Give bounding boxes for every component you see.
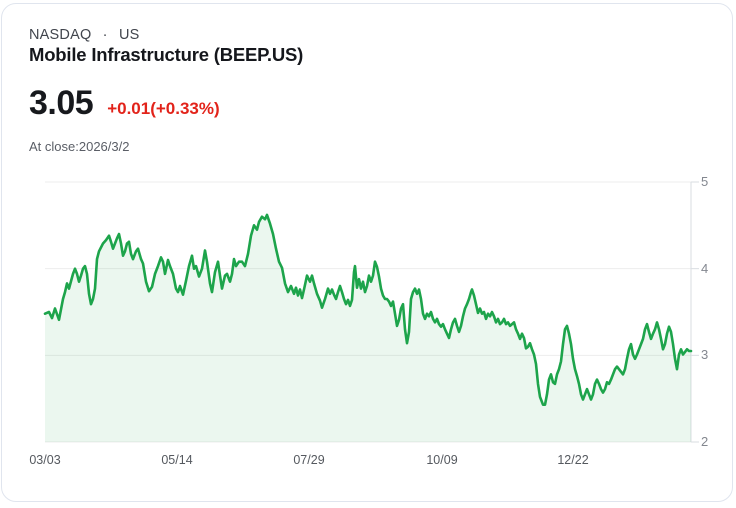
- region-label: US: [118, 27, 140, 43]
- price-change: +0.01(+0.33%): [107, 99, 220, 118]
- x-axis-tick-label: 12/22: [557, 453, 589, 467]
- as-of-label: At close:2026/3/2: [29, 139, 130, 154]
- y-axis-tick-label: 2: [701, 434, 709, 449]
- last-price: 3.05: [29, 84, 94, 122]
- price-row: 3.05 +0.01(+0.33%): [29, 84, 220, 123]
- x-axis-tick-label: 07/29: [293, 453, 325, 467]
- x-axis-tick-label: 05/14: [161, 453, 193, 467]
- price-line: [43, 213, 693, 406]
- x-axis-tick-label: 03/03: [29, 453, 61, 467]
- price-chart-canvas[interactable]: [43, 181, 705, 443]
- exchange-row: NASDAQ · US: [29, 27, 139, 43]
- quote-card: NASDAQ · US Mobile Infrastructure (BEEP.…: [1, 3, 733, 502]
- y-axis-tick-label: 3: [701, 347, 709, 363]
- y-axis-tick-label: 5: [701, 174, 709, 189]
- dot-separator-icon: ·: [102, 27, 108, 43]
- exchange-label: NASDAQ: [29, 27, 92, 43]
- price-chart[interactable]: 5 4 3 2 03/03 05/14 07/29 10/09 12/22: [29, 174, 708, 467]
- x-axis-tick-label: 10/09: [426, 453, 458, 467]
- y-axis-tick-label: 4: [701, 260, 709, 276]
- price-area-fill: [45, 214, 691, 442]
- page-title: Mobile Infrastructure (BEEP.US): [29, 44, 304, 65]
